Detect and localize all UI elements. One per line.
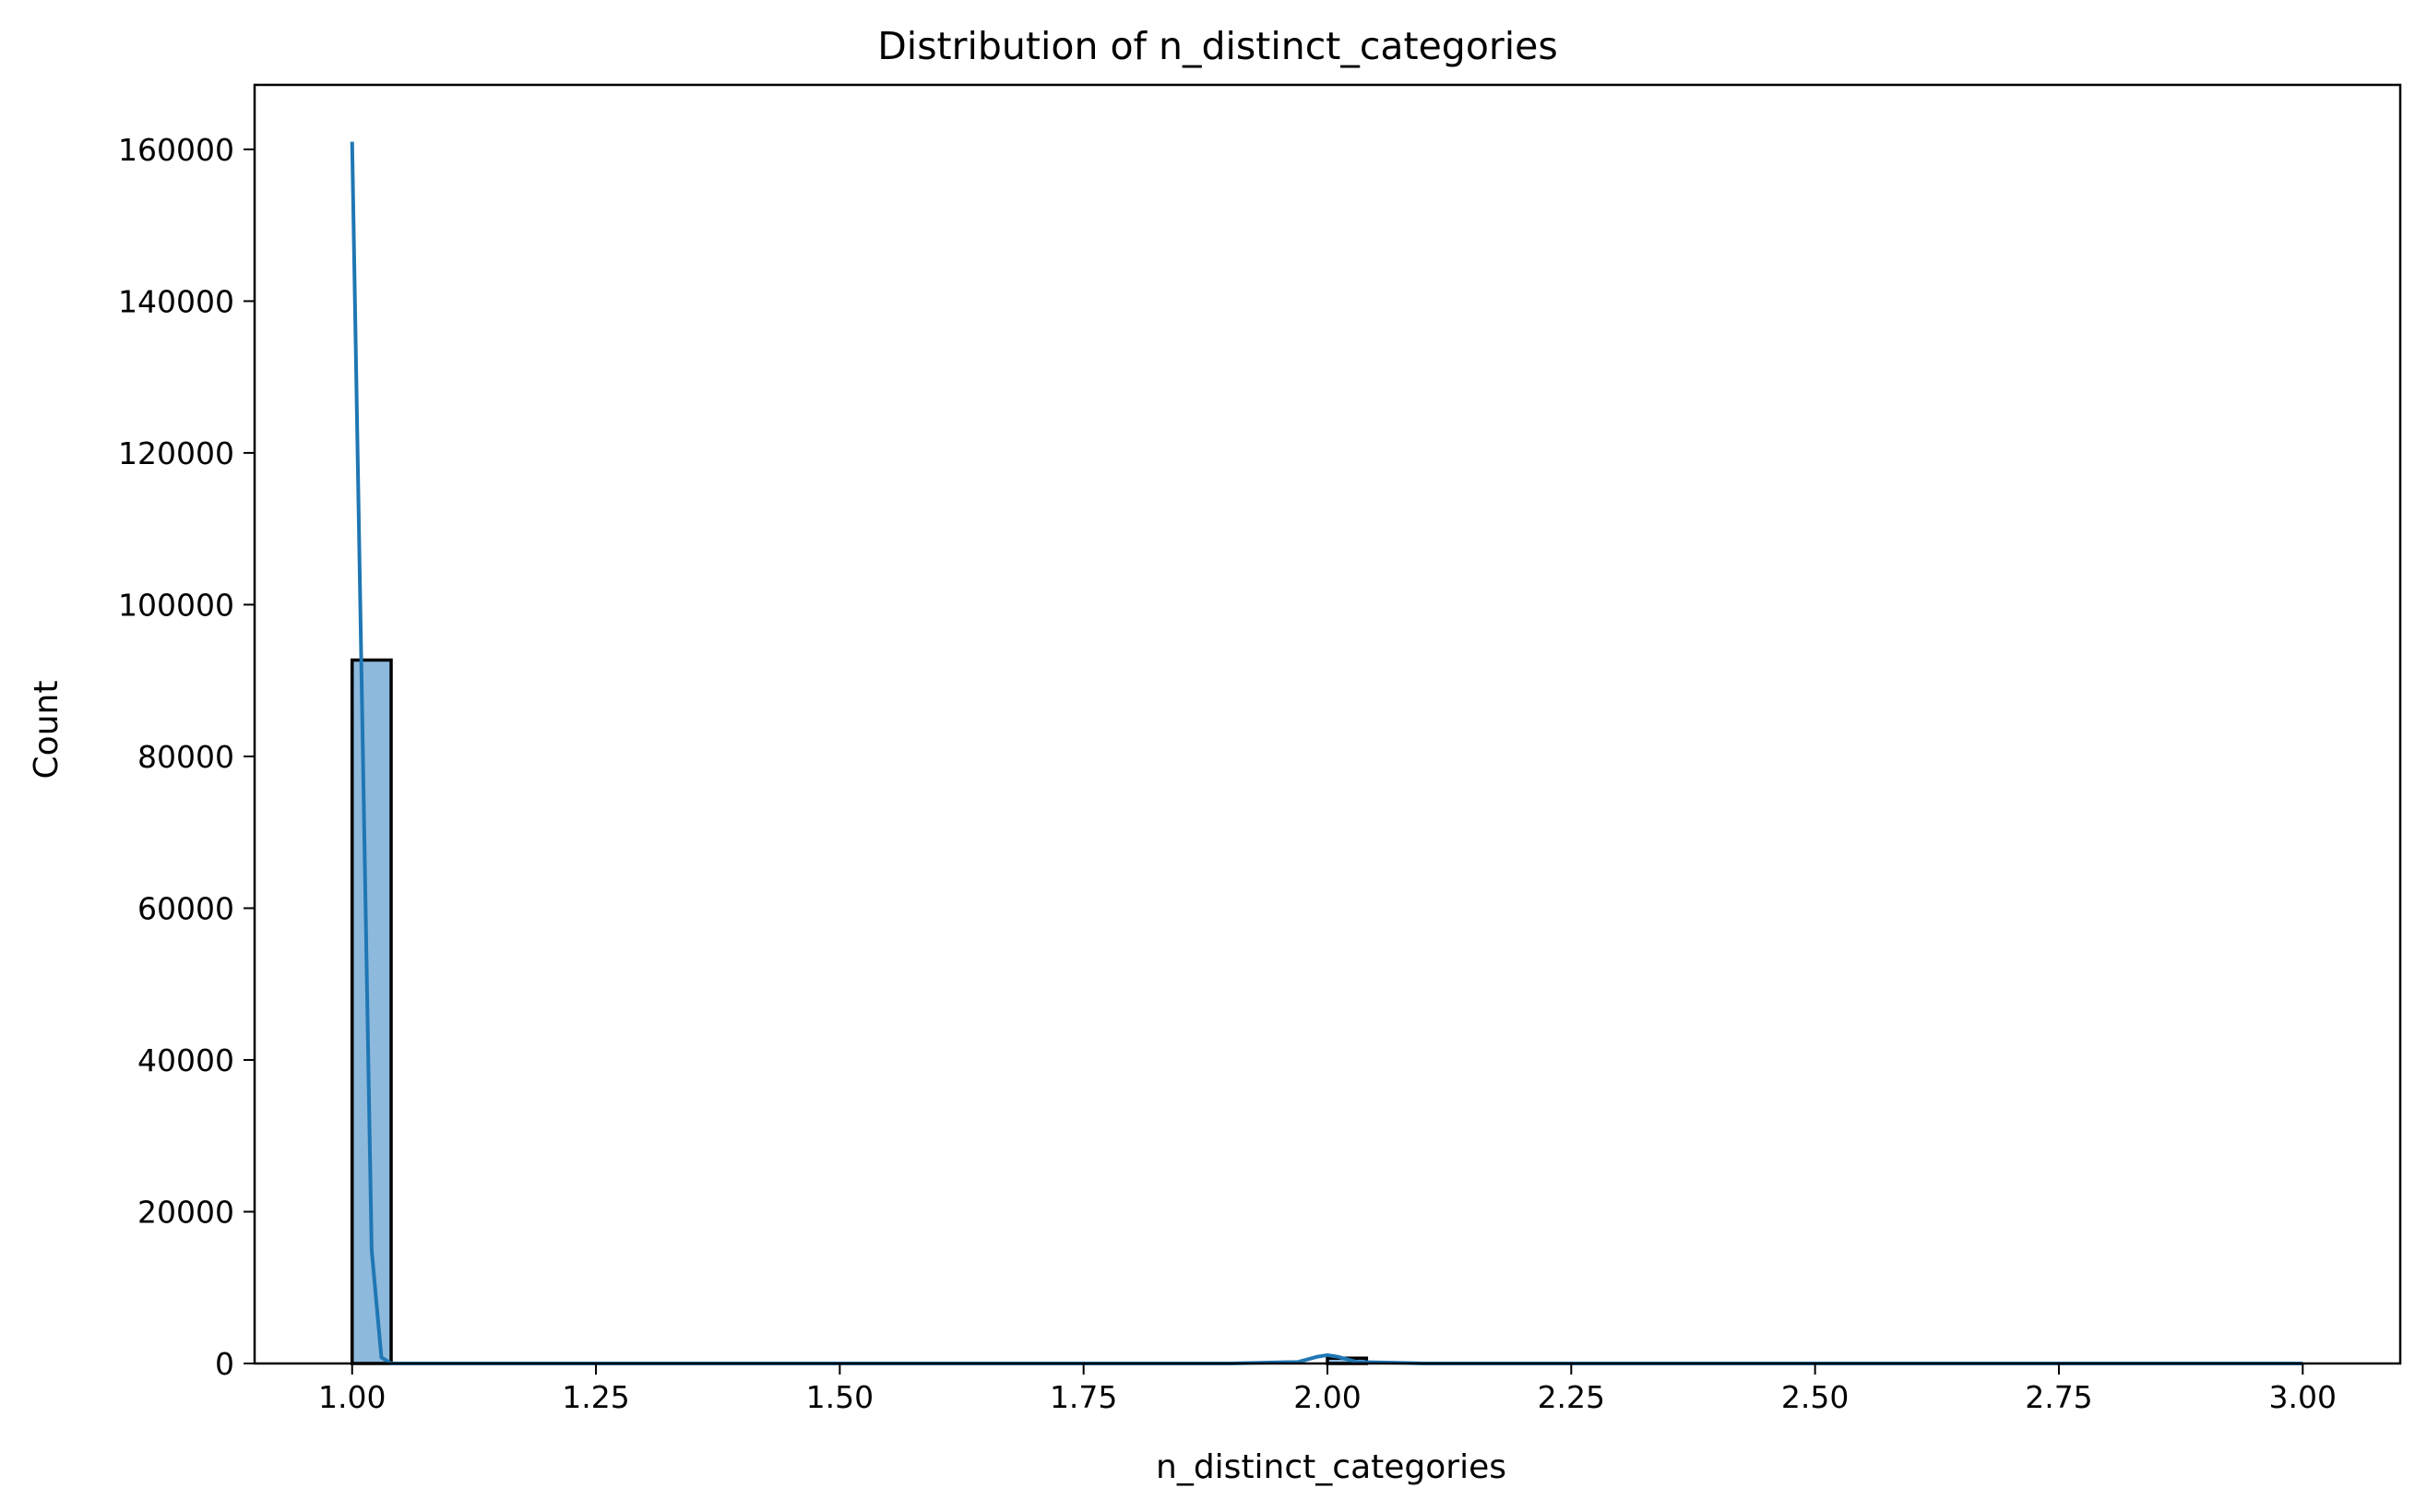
y-tick-label: 20000 <box>137 1194 234 1230</box>
kde-line <box>350 141 2303 1365</box>
x-axis: 1.00 1.25 1.50 1.75 2.00 2.25 2.50 2.75 3.00 <box>318 1363 2337 1415</box>
y-axis-label: Count <box>28 681 65 780</box>
x-tick-label: 2.25 <box>1538 1379 1605 1415</box>
plot-frame <box>253 83 2402 1365</box>
y-tick-label: 40000 <box>137 1042 234 1078</box>
x-tick-label: 1.75 <box>1050 1379 1117 1415</box>
y-tick-label: 100000 <box>118 587 234 623</box>
x-tick-label: 1.50 <box>806 1379 874 1415</box>
x-tick-label: 3.00 <box>2269 1379 2337 1415</box>
x-tick-label: 1.00 <box>318 1379 386 1415</box>
x-axis-label: n_distinct_categories <box>1156 1448 1506 1486</box>
y-axis: 0 20000 40000 60000 80000 100000 120000 140000 1… <box>118 132 255 1382</box>
y-tick-label: 80000 <box>137 739 234 775</box>
bars-layer <box>350 658 1369 1365</box>
x-tick-label: 2.75 <box>2025 1379 2092 1415</box>
y-tick-label: 140000 <box>118 283 234 319</box>
y-tick-label: 160000 <box>118 132 234 168</box>
y-tick-label: 60000 <box>137 890 234 926</box>
x-tick-label: 1.25 <box>562 1379 629 1415</box>
chart-title: Distribution of n_distinct_categories <box>877 24 1558 68</box>
y-tick-label: 120000 <box>118 435 234 471</box>
x-tick-label: 2.50 <box>1781 1379 1849 1415</box>
y-tick-label: 0 <box>215 1346 234 1382</box>
x-tick-label: 2.00 <box>1293 1379 1361 1415</box>
